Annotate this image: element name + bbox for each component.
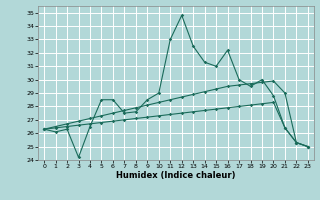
X-axis label: Humidex (Indice chaleur): Humidex (Indice chaleur) (116, 171, 236, 180)
